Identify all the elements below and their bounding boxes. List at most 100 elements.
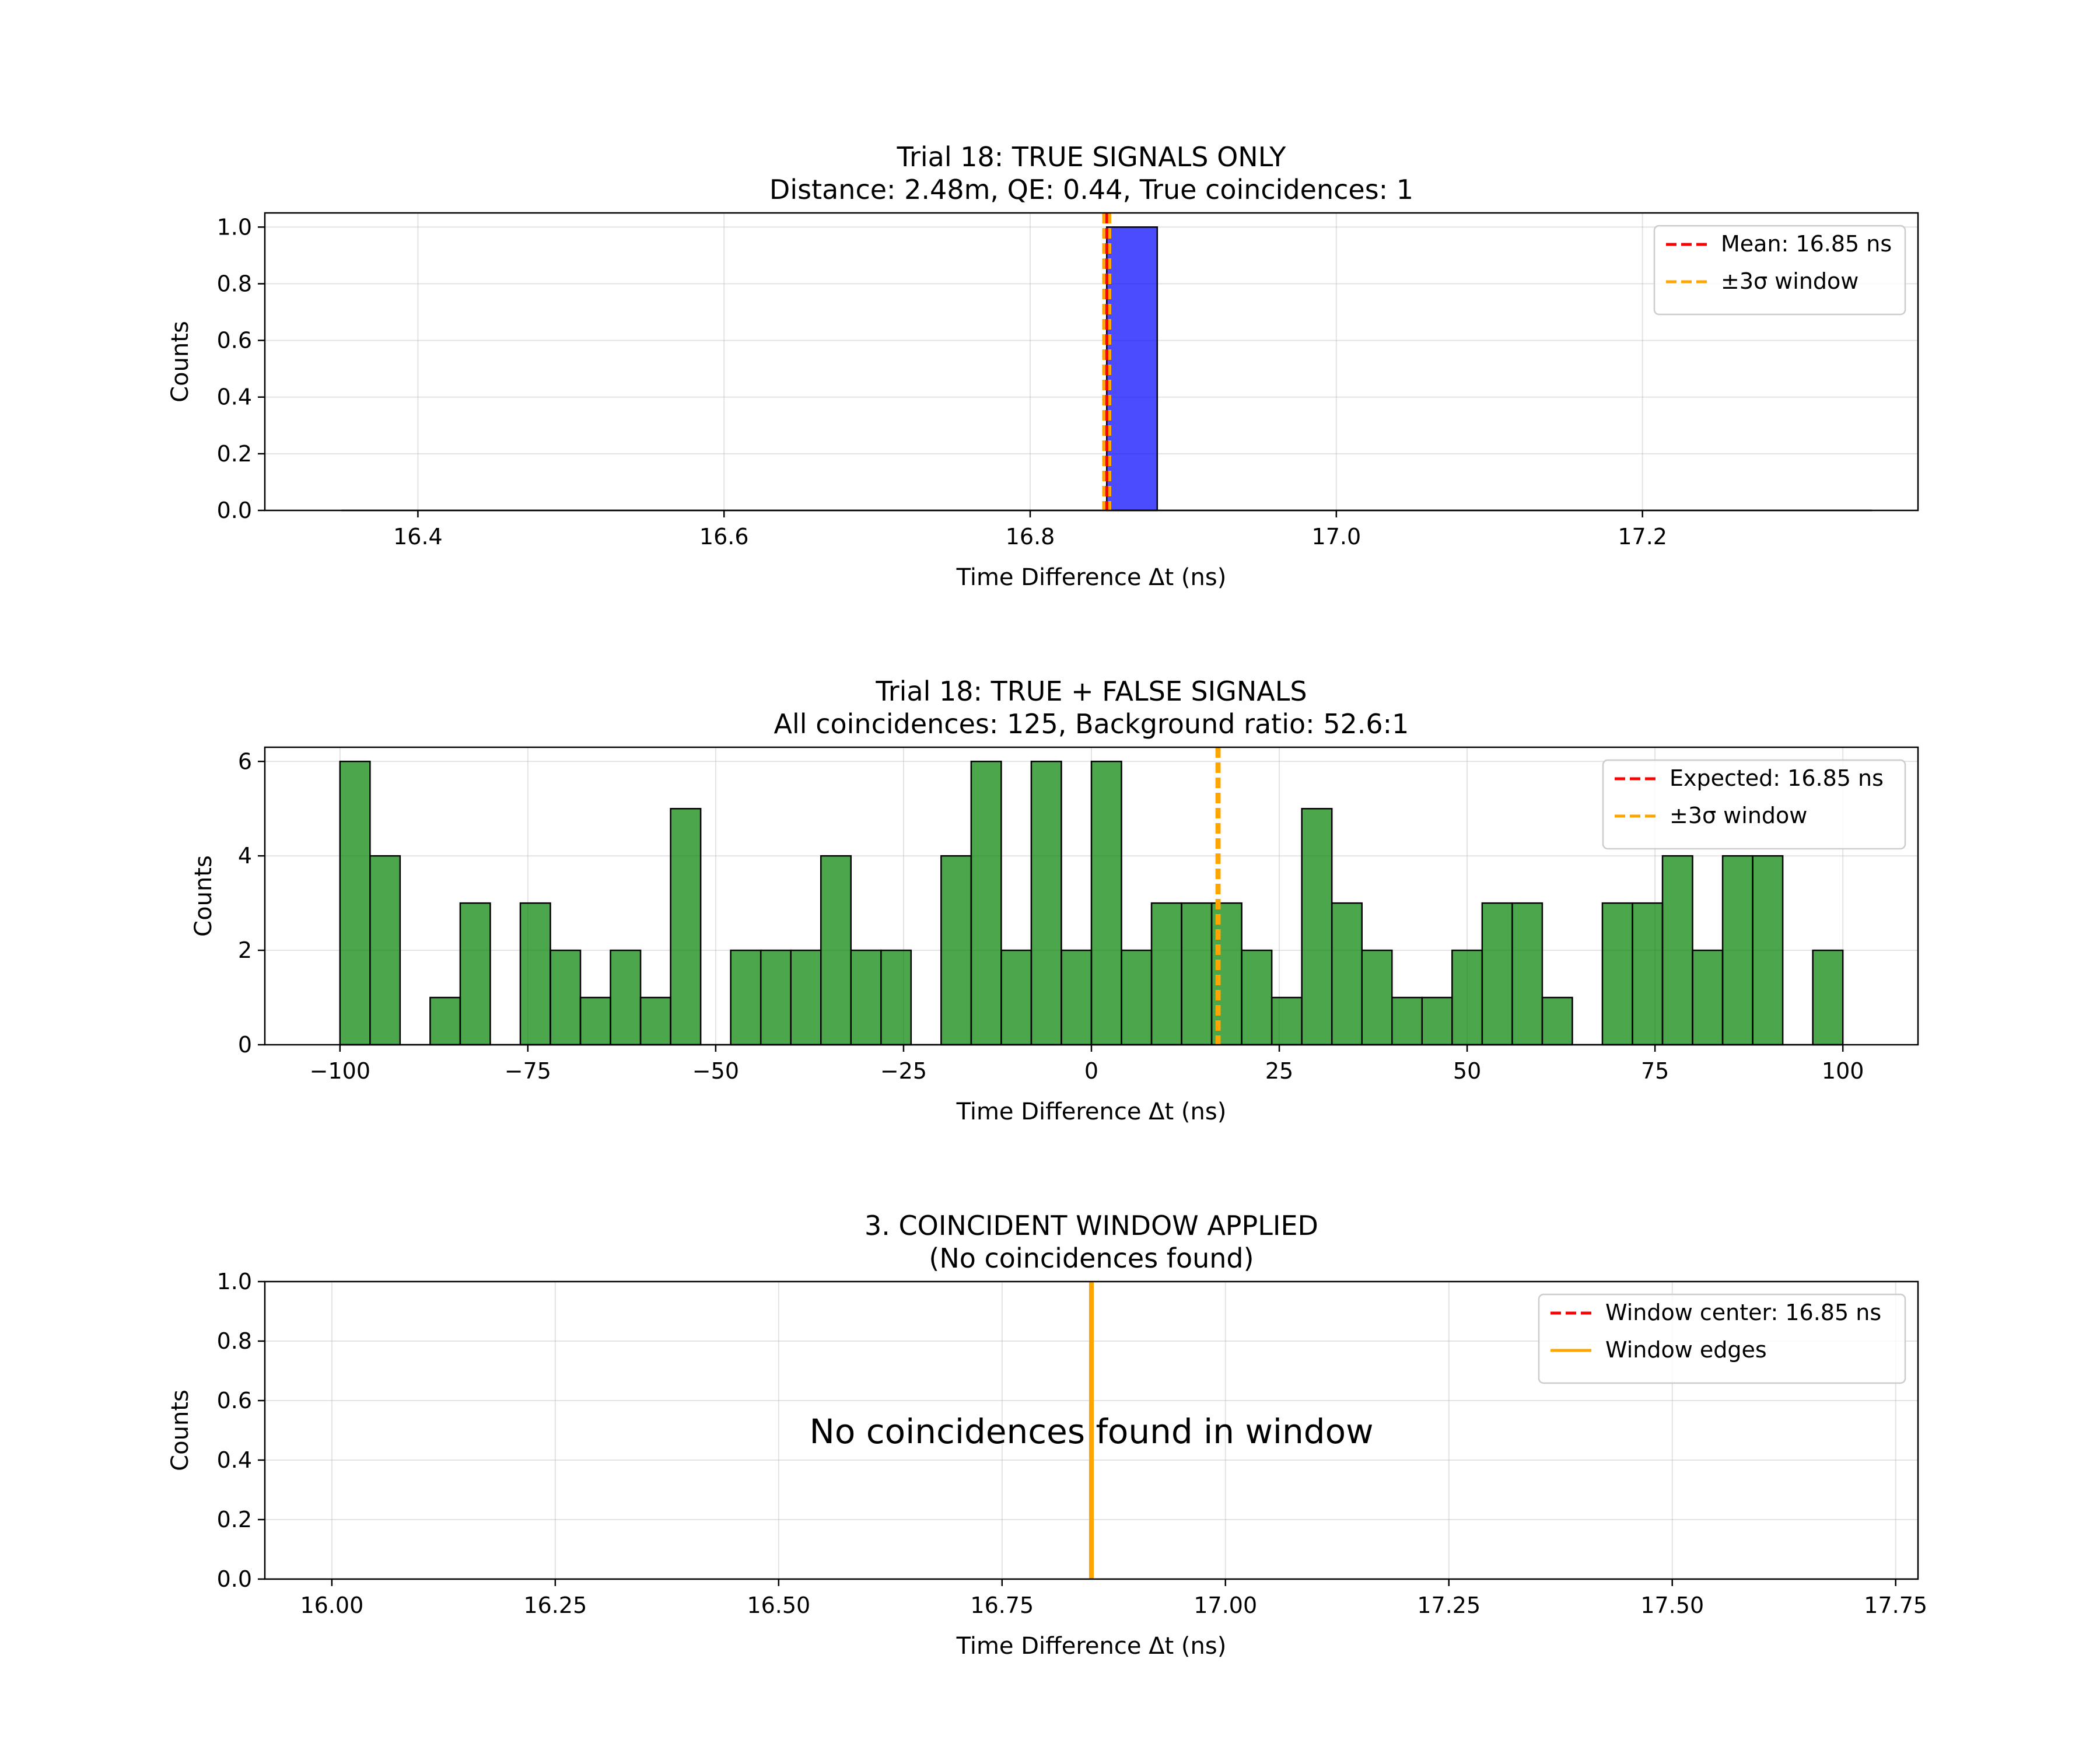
histogram-bar bbox=[1150, 902, 1182, 1046]
histogram-bar bbox=[1721, 855, 1754, 1046]
histogram-bar bbox=[519, 902, 551, 1046]
x-tick-label: 16.25 bbox=[523, 1592, 587, 1618]
y-axis-label: Counts bbox=[190, 855, 217, 937]
histogram-bar bbox=[1090, 761, 1122, 1046]
histogram-bar bbox=[579, 996, 611, 1046]
histogram-bar bbox=[940, 855, 972, 1046]
chart-title: 3. COINCIDENT WINDOW APPLIED bbox=[864, 1210, 1318, 1241]
x-tick-label: 0 bbox=[1084, 1058, 1098, 1084]
y-tick-label: 6 bbox=[238, 748, 252, 774]
x-tick-label: 16.8 bbox=[1006, 524, 1055, 550]
x-tick-label: 50 bbox=[1453, 1058, 1481, 1084]
chart-panel-2: −100 −75 −50 −25 0 25 50 75 100 0 2 4 6 Time Differen… bbox=[190, 676, 1919, 1125]
histogram-bar bbox=[1060, 949, 1093, 1046]
x-tick-label: 16.00 bbox=[300, 1592, 363, 1618]
histogram-bar bbox=[429, 996, 461, 1046]
chart-title: Trial 18: TRUE + FALSE SIGNALS bbox=[875, 676, 1307, 707]
x-tick-label: 17.50 bbox=[1640, 1592, 1704, 1618]
histogram-bar bbox=[1030, 761, 1062, 1046]
x-axis-label: Time Difference Δt (ns) bbox=[956, 1098, 1227, 1125]
legend-box bbox=[1602, 759, 1906, 850]
histogram-bar bbox=[1451, 949, 1483, 1046]
histogram-bar bbox=[760, 949, 792, 1046]
chart-subtitle: Distance: 2.48m, QE: 0.44, True coincide… bbox=[769, 174, 1413, 205]
histogram-bar bbox=[1421, 996, 1453, 1046]
y-tick-label: 0.0 bbox=[217, 1566, 252, 1592]
histogram-bar bbox=[1601, 902, 1633, 1046]
legend: Mean: 16.85 ns ±3σ window bbox=[1653, 225, 1906, 316]
axes-frame bbox=[264, 1280, 1919, 1580]
histogram-bar bbox=[369, 855, 401, 1046]
histogram-bar bbox=[550, 949, 582, 1046]
y-tick-label: 0.8 bbox=[217, 271, 252, 296]
histogram-bar bbox=[1661, 855, 1693, 1046]
x-tick-label: 16.6 bbox=[699, 524, 749, 550]
x-tick-label: 16.4 bbox=[393, 524, 443, 550]
x-tick-label: 17.75 bbox=[1864, 1592, 1927, 1618]
x-tick-label: 16.75 bbox=[970, 1592, 1034, 1618]
x-tick-label: 17.2 bbox=[1618, 524, 1667, 550]
histogram-bar bbox=[880, 949, 912, 1046]
x-tick-label: −100 bbox=[310, 1058, 370, 1084]
y-tick-label: 4 bbox=[238, 843, 252, 869]
histogram-bar bbox=[639, 996, 671, 1046]
histogram-bar bbox=[1000, 949, 1032, 1046]
histogram-bar bbox=[1241, 949, 1273, 1046]
y-tick-label: 0.4 bbox=[217, 1447, 252, 1473]
legend: Window center: 16.85 ns Window edges bbox=[1538, 1293, 1906, 1384]
histogram-bar bbox=[339, 761, 371, 1046]
histogram-bar bbox=[1481, 902, 1513, 1046]
x-tick-label: 25 bbox=[1265, 1058, 1293, 1084]
x-tick-label: 17.25 bbox=[1417, 1592, 1480, 1618]
histogram-bar bbox=[1301, 807, 1333, 1046]
legend-label: Expected: 16.85 ns bbox=[1670, 765, 1884, 791]
histogram-bar bbox=[610, 949, 642, 1046]
histogram-bar bbox=[820, 855, 852, 1046]
histogram-bar bbox=[1361, 949, 1393, 1046]
histogram-bar bbox=[1181, 902, 1213, 1046]
chart-title: Trial 18: TRUE SIGNALS ONLY bbox=[897, 141, 1287, 173]
histogram-bar bbox=[1541, 996, 1573, 1046]
x-axis-label: Time Difference Δt (ns) bbox=[956, 564, 1227, 591]
y-tick-label: 0.2 bbox=[217, 441, 252, 467]
legend-label: ±3σ window bbox=[1670, 803, 1807, 828]
chart-subtitle: (No coincidences found) bbox=[929, 1242, 1254, 1274]
x-axis-label: Time Difference Δt (ns) bbox=[956, 1633, 1227, 1660]
histogram-bar bbox=[850, 949, 882, 1046]
legend: Expected: 16.85 ns ±3σ window bbox=[1602, 759, 1906, 850]
x-tick-label: −25 bbox=[880, 1058, 927, 1084]
legend-label: ±3σ window bbox=[1721, 268, 1859, 294]
x-tick-label: 17.0 bbox=[1312, 524, 1362, 550]
histogram-bar bbox=[1752, 855, 1784, 1046]
histogram-bar bbox=[1391, 996, 1423, 1046]
y-tick-label: 1.0 bbox=[217, 214, 252, 240]
histogram-bar bbox=[730, 949, 762, 1046]
axes-frame bbox=[264, 212, 1919, 512]
x-tick-label: 75 bbox=[1641, 1058, 1669, 1084]
legend-label: Window center: 16.85 ns bbox=[1605, 1300, 1881, 1325]
histogram-bar bbox=[1331, 902, 1363, 1046]
histogram-bar bbox=[1692, 949, 1724, 1046]
x-tick-label: −75 bbox=[505, 1058, 551, 1084]
y-tick-label: 0 bbox=[238, 1032, 252, 1058]
histogram-bar bbox=[790, 949, 822, 1046]
histogram-bar bbox=[1632, 902, 1664, 1046]
histogram-bar bbox=[970, 761, 1002, 1046]
chart-panel-1: 16.4 16.6 16.8 17.0 17.2 0.0 0.2 0.4 0.6 0.8 1.0 Ti… bbox=[167, 141, 1919, 591]
x-tick-label: 100 bbox=[1822, 1058, 1864, 1084]
histogram-bar bbox=[1121, 949, 1153, 1046]
x-tick-label: 16.50 bbox=[747, 1592, 810, 1618]
legend-label: Mean: 16.85 ns bbox=[1721, 231, 1892, 257]
legend-box bbox=[1538, 1293, 1906, 1384]
y-tick-label: 0.8 bbox=[217, 1328, 252, 1354]
no-data-annotation: No coincidences found in window bbox=[809, 1412, 1373, 1451]
chart-subtitle: All coincidences: 125, Background ratio:… bbox=[774, 708, 1409, 740]
y-tick-label: 0.6 bbox=[217, 328, 252, 354]
y-tick-label: 0.0 bbox=[217, 498, 252, 523]
y-axis-label: Counts bbox=[167, 321, 194, 402]
histogram-bar bbox=[1270, 996, 1303, 1046]
y-tick-label: 2 bbox=[238, 937, 252, 963]
legend-label: Window edges bbox=[1605, 1337, 1767, 1363]
y-tick-label: 0.2 bbox=[217, 1507, 252, 1532]
